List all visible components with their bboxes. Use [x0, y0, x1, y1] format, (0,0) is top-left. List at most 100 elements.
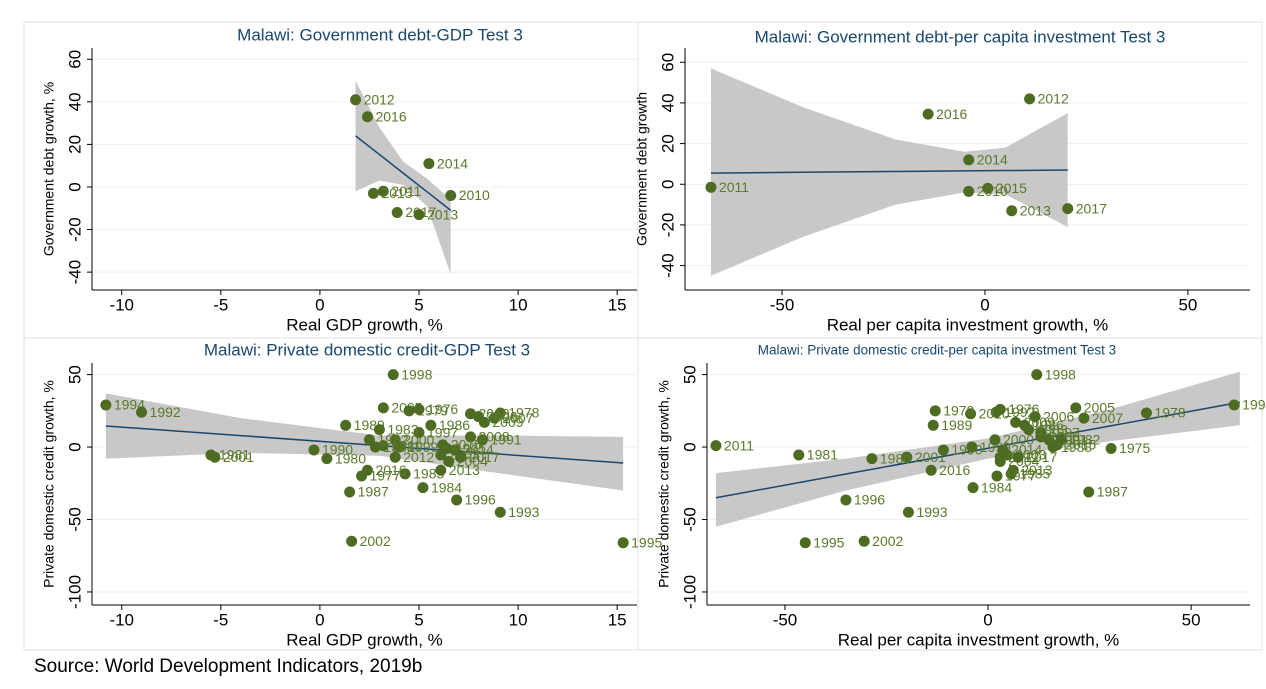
point	[449, 444, 461, 456]
point-label: 2013	[1020, 202, 1051, 218]
point-label: 1988	[1061, 439, 1092, 455]
point-label: 1996	[465, 492, 496, 508]
point	[1031, 369, 1043, 381]
y-tick-label: 0	[65, 442, 84, 451]
point	[435, 464, 447, 476]
point	[1035, 427, 1047, 439]
chart-title: Malawi: Government debt-GDP Test 3	[237, 25, 523, 44]
point-label: 1993	[916, 504, 947, 520]
point	[617, 537, 629, 549]
y-tick-label: -20	[65, 217, 84, 242]
point	[350, 94, 362, 106]
point-label: 1983	[387, 421, 418, 437]
point	[361, 111, 373, 123]
point-label: 2000	[1003, 432, 1034, 448]
point-label: 1981	[807, 447, 838, 463]
point	[476, 434, 488, 446]
point-label: 2015	[996, 180, 1027, 196]
point-label: 1979	[417, 403, 448, 419]
y-tick-label: -20	[658, 213, 677, 238]
point	[391, 207, 403, 219]
point-label: 1975	[1119, 440, 1150, 456]
point	[1010, 416, 1022, 428]
point	[377, 402, 389, 414]
point-label: 1986	[1033, 417, 1064, 433]
x-tick-label: 0	[315, 295, 324, 314]
point	[136, 406, 148, 418]
x-tick-label: 5	[414, 610, 423, 629]
y-tick-label: 60	[658, 53, 677, 72]
point-label: 2013	[449, 462, 480, 478]
point	[373, 424, 385, 436]
point-label: 2012	[403, 449, 434, 465]
y-tick-label: 40	[65, 92, 84, 111]
point	[901, 451, 913, 463]
point-label: 2010	[459, 187, 490, 203]
point	[445, 189, 457, 201]
point-label: 1995	[813, 534, 844, 550]
x-tick-label: -50	[770, 295, 795, 314]
point	[997, 444, 1009, 456]
point	[991, 470, 1003, 482]
fit-line	[355, 135, 452, 211]
point	[902, 506, 914, 518]
point-label: 2015	[1065, 437, 1096, 453]
point-label: 1982	[1069, 432, 1100, 448]
x-tick-label: -50	[773, 610, 798, 629]
x-tick-label: 10	[509, 295, 528, 314]
point-label: 2000	[403, 432, 434, 448]
point-label: 2017	[469, 449, 500, 465]
chart-title: Malawi: Private domestic credit-GDP Test…	[204, 340, 530, 359]
point-label: 1980	[335, 450, 366, 466]
point	[963, 154, 975, 166]
point-label: 2012	[364, 91, 395, 107]
y-tick-label: 50	[680, 365, 699, 384]
point-label: 1987	[358, 484, 389, 500]
point-label: 1981	[219, 447, 250, 463]
point	[369, 441, 381, 453]
point-label: 1984	[431, 479, 462, 495]
point	[858, 535, 870, 547]
point-label: 2005	[1084, 400, 1115, 416]
y-tick-label: -50	[65, 507, 84, 532]
point-label: 1976	[427, 401, 458, 417]
point-label: 2011	[391, 183, 421, 199]
point	[100, 399, 112, 411]
panel-frame	[637, 337, 1263, 651]
point	[417, 482, 429, 494]
point-label: 1995	[631, 534, 662, 550]
point-label: 1978	[1154, 405, 1185, 421]
point-label: 1977	[1005, 468, 1036, 484]
point-label: 2015	[381, 185, 412, 201]
x-axis-title: Real GDP growth, %	[286, 630, 443, 649]
point	[966, 441, 978, 453]
point	[363, 434, 375, 446]
point	[1012, 451, 1024, 463]
point	[346, 535, 358, 547]
point-label: 2013	[1021, 462, 1052, 478]
point	[1078, 412, 1090, 424]
point	[413, 403, 425, 415]
point-label: 1984	[981, 479, 1012, 495]
x-tick-label: 50	[1182, 610, 1201, 629]
point	[437, 439, 449, 451]
fit-line	[710, 169, 1068, 174]
chart-title: Malawi: Government debt-per capita inves…	[755, 27, 1166, 46]
point-label: 2016	[936, 106, 967, 122]
x-tick-label: -5	[213, 295, 228, 314]
point-label: 1992	[150, 404, 181, 420]
point	[321, 453, 333, 465]
point	[1024, 93, 1036, 105]
point-label: 1983	[1037, 421, 1068, 437]
y-tick-label: 0	[65, 182, 84, 191]
point-label: 2010	[977, 183, 1008, 199]
x-axis-title: Real GDP growth, %	[286, 315, 443, 334]
point-label: 1989	[941, 417, 972, 433]
y-tick-label: 20	[658, 134, 677, 153]
point-label: 2017	[1026, 449, 1057, 465]
y-axis-title: Private domestic credit growth, %	[41, 380, 57, 588]
point-label: 2006	[1043, 408, 1074, 424]
point	[1105, 442, 1117, 454]
y-tick-label: -100	[65, 575, 84, 609]
